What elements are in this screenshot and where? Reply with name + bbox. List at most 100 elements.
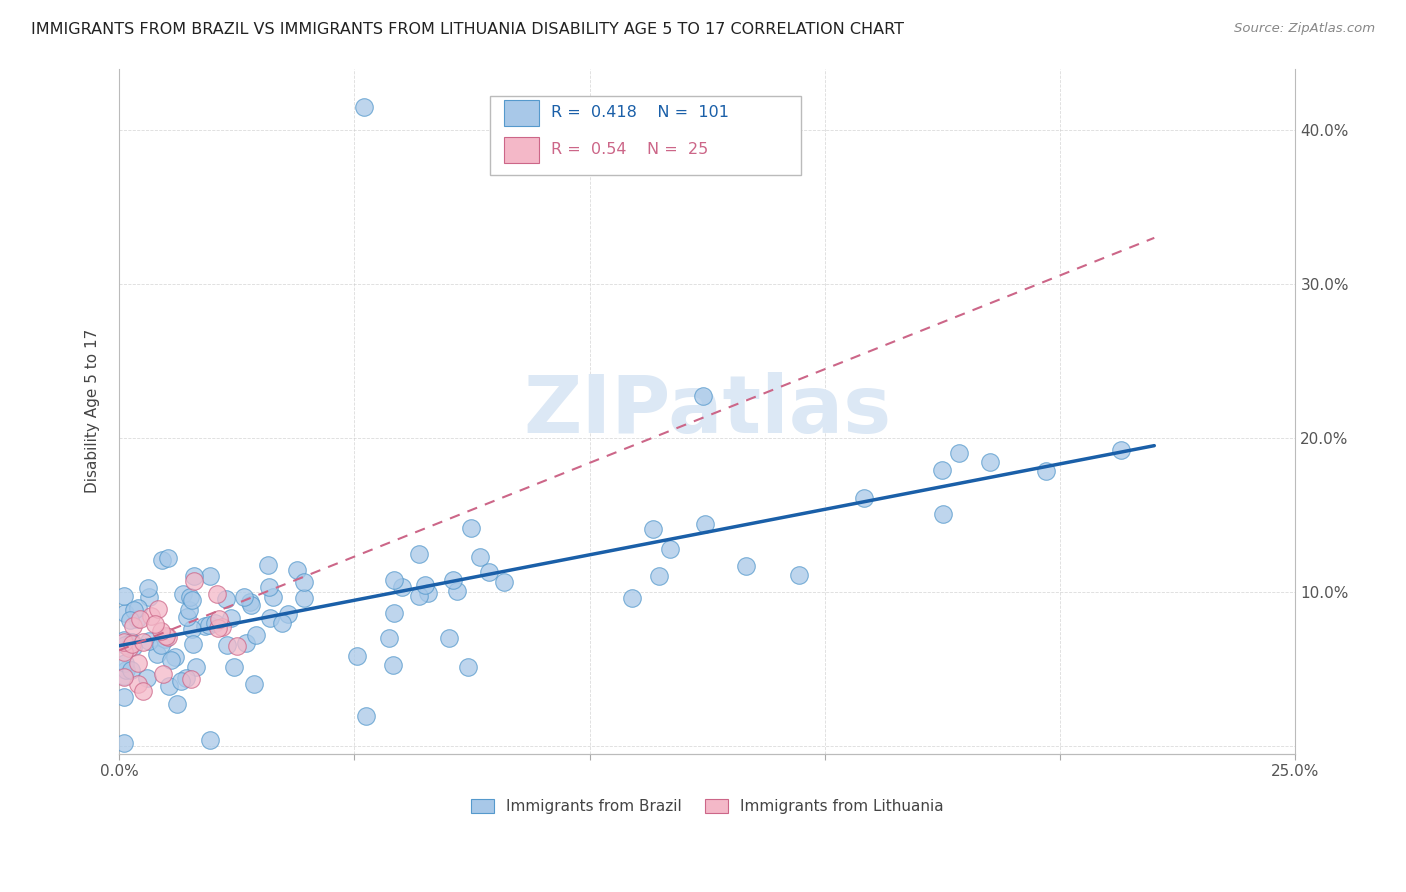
- Point: [112, 633, 135, 648]
- Point: [132, 635, 155, 649]
- Point: [931, 463, 953, 477]
- Point: [166, 697, 188, 711]
- Point: [437, 631, 460, 645]
- Point: [215, 638, 238, 652]
- Point: [112, 635, 135, 649]
- Point: [127, 656, 149, 670]
- FancyBboxPatch shape: [489, 96, 801, 175]
- Point: [122, 603, 145, 617]
- Point: [382, 606, 405, 620]
- Point: [353, 100, 375, 114]
- Point: [710, 130, 733, 145]
- Point: [183, 574, 205, 589]
- Point: [285, 563, 308, 577]
- Point: [120, 635, 142, 649]
- Point: [174, 671, 197, 685]
- Text: Source: ZipAtlas.com: Source: ZipAtlas.com: [1234, 22, 1375, 36]
- Point: [153, 632, 176, 647]
- Point: [292, 575, 315, 590]
- Point: [620, 591, 643, 605]
- Point: [112, 589, 135, 603]
- Point: [115, 663, 138, 677]
- Point: [208, 612, 231, 626]
- Point: [125, 611, 148, 625]
- Text: IMMIGRANTS FROM BRAZIL VS IMMIGRANTS FROM LITHUANIA DISABILITY AGE 5 TO 17 CORRE: IMMIGRANTS FROM BRAZIL VS IMMIGRANTS FRO…: [31, 22, 904, 37]
- Point: [121, 635, 143, 649]
- Point: [382, 658, 405, 673]
- Point: [931, 507, 953, 521]
- Point: [114, 606, 136, 620]
- Point: [114, 638, 136, 652]
- Point: [157, 679, 180, 693]
- Point: [127, 677, 149, 691]
- Point: [695, 516, 717, 531]
- Point: [139, 609, 162, 624]
- Point: [183, 636, 205, 650]
- Point: [122, 640, 145, 654]
- Point: [224, 660, 246, 674]
- Point: [211, 619, 233, 633]
- Point: [460, 521, 482, 535]
- Point: [180, 622, 202, 636]
- Point: [1035, 464, 1057, 478]
- Y-axis label: Disability Age 5 to 17: Disability Age 5 to 17: [86, 329, 100, 493]
- Point: [120, 663, 142, 677]
- Point: [149, 624, 172, 639]
- Point: [149, 638, 172, 652]
- Point: [408, 547, 430, 561]
- Point: [446, 584, 468, 599]
- Point: [271, 615, 294, 630]
- Point: [157, 630, 180, 644]
- Point: [145, 647, 167, 661]
- Point: [239, 599, 262, 613]
- Point: [418, 585, 440, 599]
- Point: [194, 619, 217, 633]
- Point: [948, 445, 970, 459]
- Point: [413, 578, 436, 592]
- Point: [377, 631, 399, 645]
- Point: [121, 637, 143, 651]
- Point: [112, 670, 135, 684]
- Point: [138, 633, 160, 648]
- Point: [207, 587, 229, 601]
- Point: [143, 617, 166, 632]
- Text: ZIPatlas: ZIPatlas: [523, 372, 891, 450]
- Point: [259, 611, 281, 625]
- Point: [146, 602, 169, 616]
- Point: [180, 672, 202, 686]
- Legend: Immigrants from Brazil, Immigrants from Lithuania: Immigrants from Brazil, Immigrants from …: [471, 799, 943, 814]
- Text: R =  0.54    N =  25: R = 0.54 N = 25: [551, 143, 709, 157]
- Point: [408, 590, 430, 604]
- Point: [354, 709, 377, 723]
- Point: [177, 603, 200, 617]
- Text: R =  0.418    N =  101: R = 0.418 N = 101: [551, 105, 728, 120]
- Point: [118, 613, 141, 627]
- Point: [118, 641, 141, 656]
- Point: [112, 669, 135, 683]
- Point: [658, 541, 681, 556]
- Point: [138, 581, 160, 595]
- Point: [277, 607, 299, 621]
- Point: [735, 559, 758, 574]
- Point: [114, 656, 136, 670]
- Point: [648, 569, 671, 583]
- Point: [200, 569, 222, 583]
- Point: [172, 587, 194, 601]
- Point: [197, 618, 219, 632]
- Point: [391, 580, 413, 594]
- Point: [198, 733, 221, 747]
- Point: [294, 591, 316, 605]
- Point: [112, 690, 135, 705]
- Point: [181, 592, 204, 607]
- Point: [155, 629, 177, 643]
- Point: [1111, 442, 1133, 457]
- Point: [152, 667, 174, 681]
- Point: [131, 684, 153, 698]
- Point: [170, 673, 193, 688]
- Point: [183, 569, 205, 583]
- Point: [852, 491, 875, 505]
- Point: [184, 660, 207, 674]
- Point: [129, 612, 152, 626]
- Point: [257, 580, 280, 594]
- Point: [225, 639, 247, 653]
